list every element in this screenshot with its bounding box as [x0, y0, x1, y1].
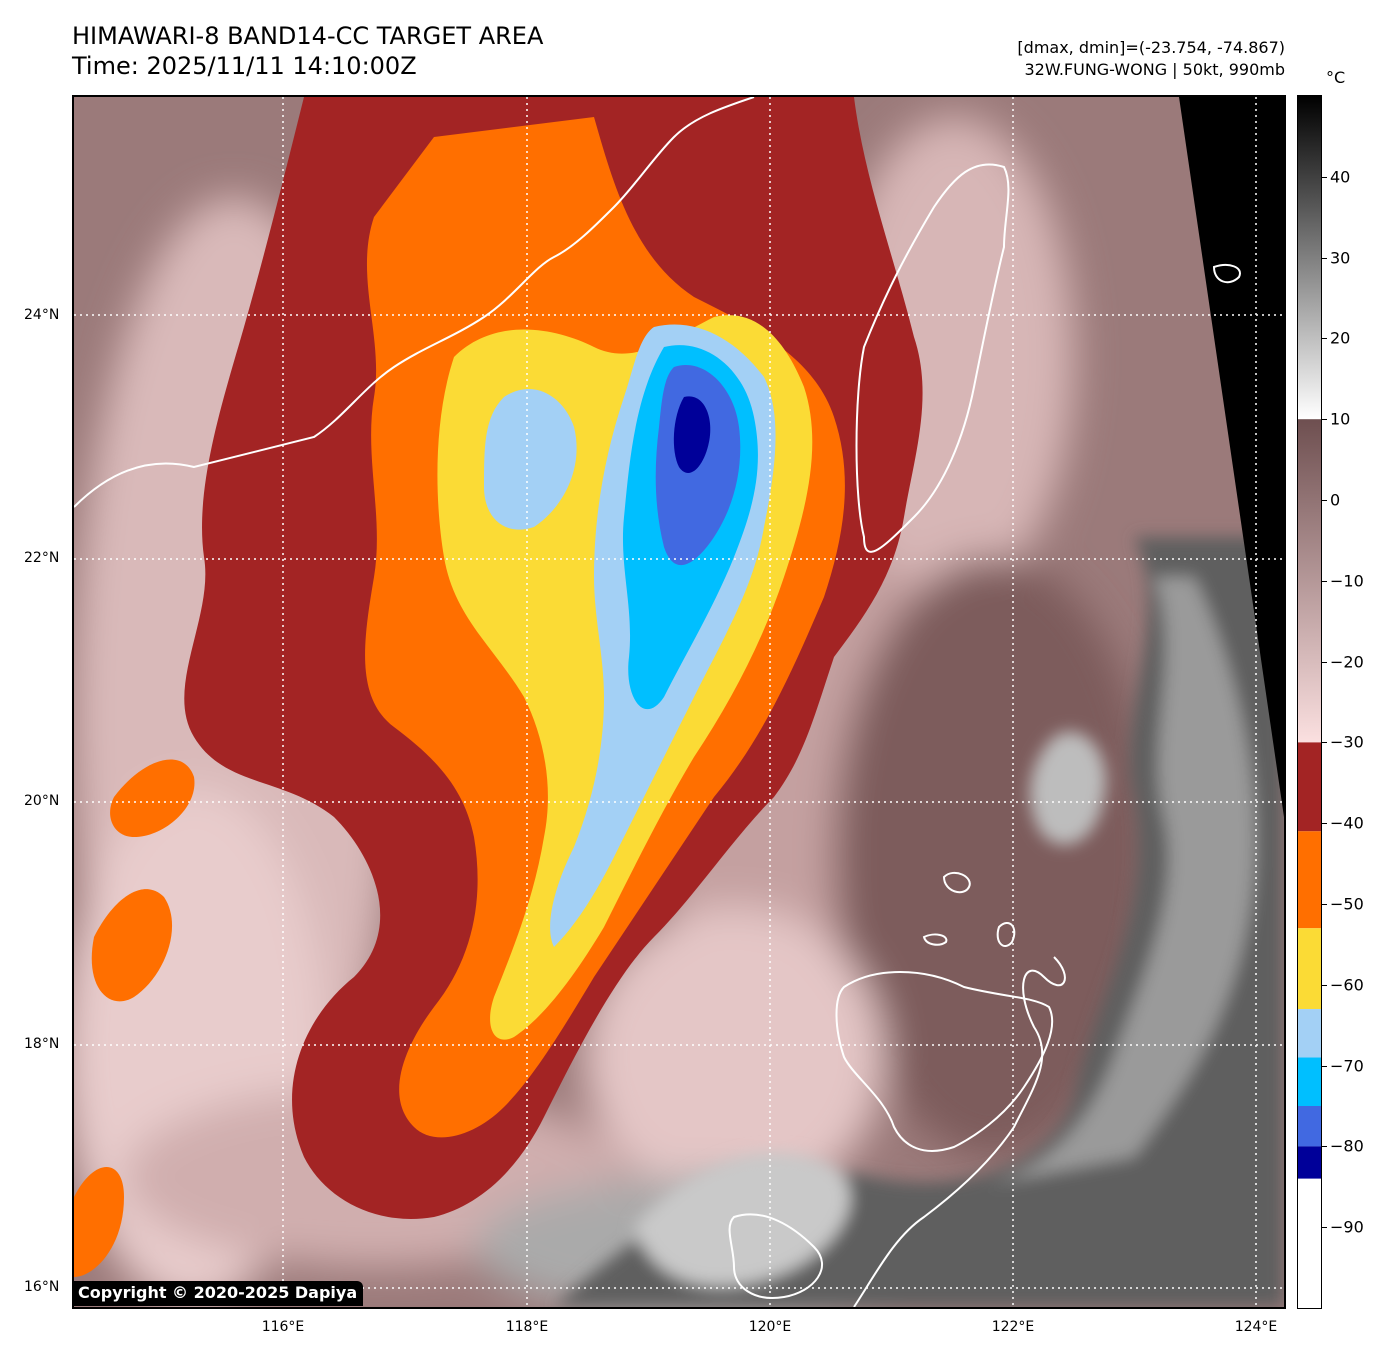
- colorbar-tick: [1322, 1065, 1327, 1067]
- colorbar-segment: [1298, 1106, 1321, 1147]
- colorbar-segment: [1298, 96, 1321, 420]
- colorbar-tick: [1322, 500, 1327, 501]
- coastlines: [74, 97, 1241, 1307]
- colorbar-segment: [1298, 928, 1321, 1010]
- colorbar-tick-label: −30: [1330, 732, 1364, 752]
- colorbar-tick: [1322, 904, 1327, 905]
- colorbar-tick: [1322, 823, 1327, 825]
- lon-label-122: 122°E: [991, 1319, 1035, 1335]
- colorbar-tick-label: 20: [1330, 328, 1351, 348]
- colorbar-tick: [1322, 742, 1327, 744]
- colorbar-tick-label: −60: [1330, 975, 1364, 995]
- storm-text: 32W.FUNG-WONG | 50kt, 990mb: [1024, 60, 1285, 79]
- storm-cloud-tops: [74, 97, 923, 1277]
- lon-label-120: 120°E: [748, 1319, 792, 1335]
- colorbar-tick: [1322, 419, 1327, 421]
- colorbar-tick-label: −40: [1330, 813, 1364, 833]
- colorbar-tick: [1322, 176, 1327, 178]
- colorbar-unit: °C: [1326, 68, 1346, 87]
- lat-label-20: 20°N: [24, 793, 60, 809]
- colorbar-tick-label: −50: [1330, 894, 1364, 914]
- colorbar-tick-label: −10: [1330, 571, 1364, 591]
- colorbar-tick-label: −70: [1330, 1056, 1364, 1076]
- lat-label-16: 16°N: [24, 1279, 60, 1295]
- colorbar-tick: [1322, 580, 1327, 582]
- colorbar-segment: [1298, 831, 1321, 929]
- satellite-image: [74, 97, 1284, 1307]
- chart-time: Time: 2025/11/11 14:10:00Z: [72, 52, 417, 80]
- chart-title: HIMAWARI-8 BAND14-CC TARGET AREA: [72, 22, 544, 50]
- colorbar-tick-label: 10: [1330, 409, 1351, 429]
- colorbar-tick-label: −90: [1330, 1217, 1364, 1237]
- colorbar-tick: [1322, 338, 1327, 340]
- colorbar-segment: [1298, 1009, 1321, 1058]
- colorbar-tick-label: −20: [1330, 652, 1364, 672]
- range-text: [dmax, dmin]=(-23.754, -74.867): [1017, 38, 1285, 57]
- lon-label-118: 118°E: [505, 1319, 549, 1335]
- lat-label-22: 22°N: [24, 550, 60, 566]
- colorbar-segment: [1298, 1146, 1321, 1179]
- satellite-map: [72, 95, 1286, 1309]
- colorbar-tick-label: 0: [1330, 490, 1341, 510]
- lon-label-124: 124°E: [1234, 1319, 1278, 1335]
- colorbar: [1297, 95, 1322, 1309]
- lat-label-24: 24°N: [24, 307, 60, 323]
- colorbar-tick: [1322, 661, 1327, 663]
- colorbar-tick: [1322, 257, 1327, 259]
- copyright-badge: Copyright © 2020-2025 Dapiya: [73, 1281, 364, 1306]
- lat-label-18: 18°N: [24, 1036, 60, 1052]
- colorbar-segment: [1298, 1057, 1321, 1106]
- colorbar-segment: [1298, 419, 1321, 743]
- graticule: [74, 97, 1284, 1307]
- colorbar-tick: [1322, 984, 1327, 986]
- colorbar-tick-label: −80: [1330, 1136, 1364, 1156]
- colorbar-tick: [1322, 1227, 1327, 1229]
- colorbar-tick-label: 40: [1330, 167, 1351, 187]
- colorbar-tick: [1322, 1146, 1327, 1148]
- colorbar-scale: [1298, 96, 1321, 1308]
- colorbar-segment: [1298, 1178, 1321, 1308]
- colorbar-tick-label: 30: [1330, 248, 1351, 268]
- lon-label-116: 116°E: [261, 1319, 305, 1335]
- colorbar-segment: [1298, 742, 1321, 832]
